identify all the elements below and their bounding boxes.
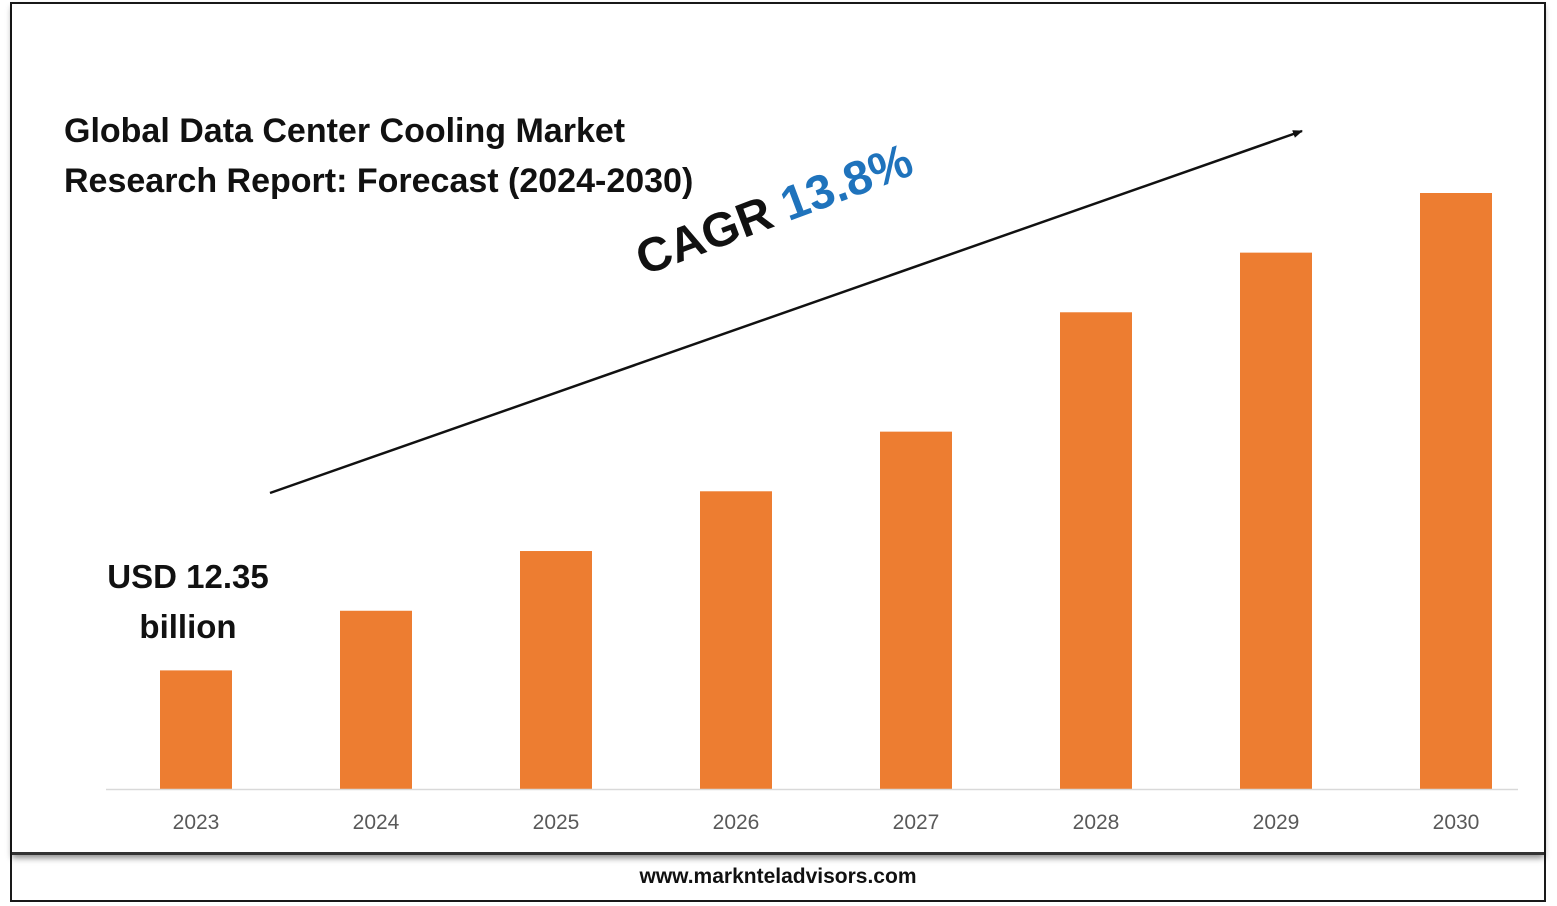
chart-panel	[12, 4, 1544, 855]
start-value-label: USD 12.35 billion	[88, 552, 288, 652]
bar-2028	[1060, 312, 1132, 789]
start-value-line-1: USD 12.35	[107, 558, 269, 595]
chart-title-line-2: Research Report: Forecast (2024-2030)	[64, 162, 694, 200]
bar-2025	[520, 551, 592, 789]
footer-website: www.marknteladvisors.com	[639, 865, 917, 888]
start-value-line-2: billion	[139, 608, 237, 645]
bar-2024	[340, 610, 412, 789]
bar-2026	[700, 491, 772, 789]
bar-2029	[1240, 252, 1312, 789]
bar-2030	[1420, 193, 1492, 789]
chart-title-line-1: Global Data Center Cooling Market	[64, 112, 626, 150]
growth-trend-arrow	[269, 129, 1303, 495]
x-tick-label-2029: 2029	[1253, 811, 1300, 834]
x-tick-label-2028: 2028	[1073, 811, 1120, 834]
chart-title: Global Data Center Cooling Market Resear…	[64, 106, 693, 206]
bar-2023	[160, 670, 232, 789]
bar-2027	[880, 431, 952, 789]
x-tick-label-2030: 2030	[1433, 811, 1480, 834]
x-tick-label-2027: 2027	[893, 811, 940, 834]
x-tick-label-2024: 2024	[353, 811, 400, 834]
x-tick-label-2025: 2025	[533, 811, 580, 834]
x-tick-label-2023: 2023	[173, 811, 220, 834]
x-tick-label-2026: 2026	[713, 811, 760, 834]
